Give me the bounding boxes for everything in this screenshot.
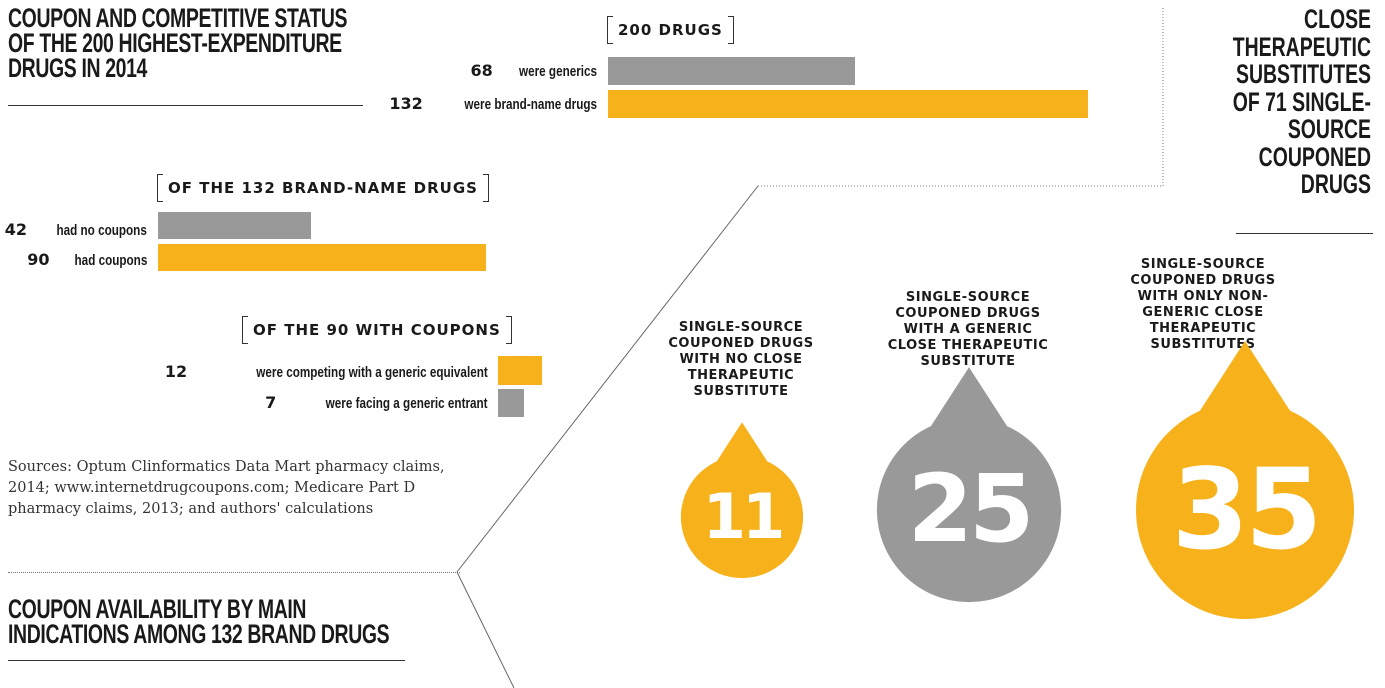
- bubble-value-label-1: 25: [907, 455, 1035, 565]
- chart2-label-1: 90 had coupons: [27, 250, 147, 269]
- chart2-value-label-1: 90: [27, 250, 50, 269]
- chart2-category-0: had no coupons: [56, 222, 147, 239]
- bottom-dotted-rule: [8, 572, 460, 573]
- bubble-circle-0: [680, 455, 804, 579]
- right-title-line4: OF 71 SINGLE-: [1232, 86, 1371, 117]
- sources-note: Sources: Optum Clinformatics Data Mart p…: [8, 459, 445, 517]
- chart2-label-0: 42 had no coupons: [5, 220, 147, 239]
- chart3-category-1: were facing a generic entrant: [326, 395, 488, 412]
- bottom-title-line2: INDICATIONS AMONG 132 BRAND DRUGS: [8, 619, 390, 649]
- bubble-circle-1: [876, 417, 1062, 603]
- chart1-bar-brand: [608, 90, 1088, 118]
- chart2-bar-no-coupons: [158, 212, 312, 239]
- bubble-2: [1136, 341, 1354, 619]
- chart2-category-1: had coupons: [74, 252, 147, 269]
- chart1-header: 200 DRUGS: [607, 16, 734, 44]
- chart1-value-label-0: 68: [470, 61, 493, 80]
- main-title-line1: COUPON AND COMPETITIVE STATUS: [8, 3, 348, 33]
- bubble-circle-2: [1136, 401, 1354, 619]
- right-title: CLOSE THERAPEUTIC SUBSTITUTES OF 71 SING…: [1171, 4, 1371, 199]
- chart3-value-label-0: 12: [164, 362, 188, 381]
- bubble-1: [876, 367, 1062, 603]
- chart3-label-0: 12 were competing with a generic equival…: [165, 362, 488, 381]
- bubble-caption-2: SINGLE-SOURCE COUPONED DRUGS WITH ONLY N…: [1130, 257, 1276, 352]
- main-title: COUPON AND COMPETITIVE STATUS OF THE 200…: [8, 3, 368, 83]
- right-title-line2: THERAPEUTIC: [1232, 31, 1371, 62]
- right-title-line5: SOURCE: [1287, 114, 1371, 144]
- chart1-bar-generics: [608, 57, 856, 85]
- bubble-tip-1: [930, 367, 1008, 428]
- bubble-value-label-0: 11: [702, 480, 786, 554]
- right-title-line6: COUPONED: [1258, 141, 1371, 172]
- chart1-category-0: were generics: [518, 63, 597, 80]
- bubble-value-label-2: 35: [1171, 445, 1323, 575]
- bubble-caption-0: SINGLE-SOURCE COUPONED DRUGS WITH NO CLO…: [668, 320, 814, 399]
- chart1-label-1: 132 were brand-name drugs: [389, 94, 597, 113]
- chart3-value-label-1: 7: [265, 393, 277, 412]
- bubble-0: [680, 422, 804, 579]
- chart3-label-1: 7 were facing a generic entrant: [265, 393, 488, 412]
- main-title-line3: DRUGS IN 2014: [8, 53, 148, 83]
- bottom-title-line1: COUPON AVAILABILITY BY MAIN: [8, 594, 307, 624]
- right-title-rule: [1236, 233, 1373, 234]
- bubble-tip-0: [716, 422, 768, 463]
- chart2-bar-coupons: [158, 244, 486, 271]
- bubble-tip-2: [1199, 341, 1291, 412]
- main-title-rule: [8, 105, 363, 106]
- right-title-line3: SUBSTITUTES: [1235, 59, 1371, 89]
- bottom-title-rule: [8, 660, 405, 661]
- main-title-line2: OF THE 200 HIGHEST-EXPENDITURE: [8, 28, 342, 58]
- chart2-value-label-0: 42: [4, 220, 27, 239]
- bottom-title: COUPON AVAILABILITY BY MAIN INDICATIONS …: [8, 594, 440, 649]
- bubble-caption-1: SINGLE-SOURCE COUPONED DRUGS WITH A GENE…: [887, 290, 1049, 369]
- right-title-line1: CLOSE: [1304, 4, 1371, 34]
- chart1-category-1: were brand-name drugs: [464, 96, 597, 113]
- chart1-value-label-1: 132: [389, 94, 423, 113]
- right-title-line7: DRUGS: [1300, 169, 1371, 199]
- chart1-label-0: 68 were generics: [471, 61, 598, 80]
- chart3-category-0: were competing with a generic equivalent: [256, 364, 488, 381]
